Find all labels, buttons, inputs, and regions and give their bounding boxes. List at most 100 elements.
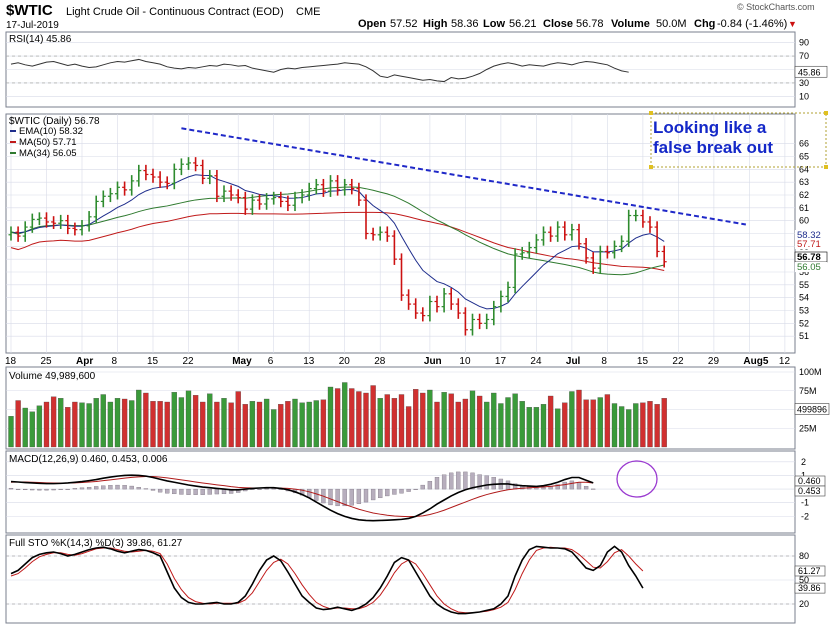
price-bar <box>143 164 149 181</box>
price-x-axis: 18 25 Apr 8 15 22 May 6 13 20 28 Jun 10 17 24 Jul 8 15 22 2… <box>5 356 790 367</box>
volume-bar <box>107 401 114 448</box>
volume-bar <box>263 398 270 448</box>
price-bar <box>349 178 355 195</box>
price-tick-label: 64 <box>799 164 809 174</box>
volume-bar <box>150 401 156 448</box>
price-bar <box>36 212 42 226</box>
price-bar <box>44 212 49 228</box>
price-tick-label: 52 <box>799 318 809 328</box>
volume-bar <box>626 409 632 448</box>
price-bar <box>647 216 653 233</box>
volume-bar <box>214 401 220 448</box>
volume-bar <box>633 403 639 448</box>
price-x-tick: 8 <box>112 356 118 367</box>
volume-tick-label: 25M <box>799 423 817 433</box>
price-bar <box>590 252 596 274</box>
price-x-tick: Apr <box>76 356 93 367</box>
price-tick-label: 60 <box>799 216 809 226</box>
volume-bar <box>569 391 575 448</box>
price-bar <box>498 290 504 313</box>
macd-histogram-bar <box>129 485 134 490</box>
price-bar <box>441 288 447 313</box>
volume-bar <box>207 393 213 448</box>
macd-histogram-bar <box>569 480 575 490</box>
macd-histogram-bar <box>363 488 369 503</box>
price-bar <box>164 176 170 190</box>
rsi-line <box>10 58 629 83</box>
sto-chart <box>10 545 644 615</box>
volume-current-box <box>794 403 830 415</box>
legend-entry: MA(50) 57.71 <box>19 137 77 148</box>
macd-value-label: 0.460 <box>798 476 821 486</box>
price-value-label: 56.78 <box>797 252 821 263</box>
macd-histogram-bar <box>583 486 589 490</box>
macd-histogram-bar <box>157 488 163 493</box>
volume-bar <box>377 398 383 448</box>
volume-bar <box>640 402 646 448</box>
price-bar <box>363 194 369 240</box>
sto-value-label: 61.27 <box>798 566 821 576</box>
volume-bar <box>476 395 483 448</box>
macd-histogram-bar <box>136 487 141 490</box>
price-bar <box>626 209 632 247</box>
price-bar <box>86 211 92 232</box>
macd-histogram-bar <box>108 485 113 490</box>
price-tick-label: 54 <box>799 293 809 303</box>
macd-histogram-bar <box>420 484 425 490</box>
macd-histogram-bar <box>37 488 42 491</box>
price-x-tick: Aug5 <box>743 356 768 367</box>
price-x-tick: 28 <box>374 356 386 367</box>
volume-bar <box>512 393 518 448</box>
volume-bar <box>29 411 35 448</box>
exchange: CME <box>296 6 320 18</box>
price-bar <box>377 226 383 241</box>
price-bar <box>448 288 454 310</box>
macd-histogram-bar <box>86 487 92 490</box>
macd-histogram-bar <box>356 488 362 504</box>
price-bar <box>8 226 14 241</box>
price-bar <box>512 248 518 294</box>
macd-histogram-bar <box>576 482 582 490</box>
volume-bar <box>604 394 611 448</box>
macd-histogram-bar <box>72 488 78 490</box>
price-x-tick: 13 <box>303 356 315 367</box>
rsi-current-box <box>794 65 828 78</box>
macd-histogram-bar <box>591 488 596 490</box>
volume-series-label: Volume 49,989,600 <box>9 371 96 382</box>
macd-histogram-bar <box>370 488 376 501</box>
macd-histogram-bar <box>441 474 447 490</box>
close-value: 56.78 <box>576 18 604 30</box>
volume-bar <box>555 408 561 448</box>
high-label: High <box>423 18 448 30</box>
macd-histogram-bar <box>186 488 191 495</box>
ma50-line <box>10 211 665 271</box>
price-x-tick: Jul <box>566 356 581 367</box>
price-bar <box>51 216 57 230</box>
macd-histogram-bar <box>23 488 28 491</box>
macd-histogram-bar <box>44 488 49 491</box>
macd-histogram-bar <box>172 488 177 495</box>
macd-value-box <box>794 485 826 497</box>
price-x-tick: 29 <box>708 356 720 367</box>
price-x-tick: 17 <box>495 356 507 367</box>
macd-histogram-bar <box>115 484 120 490</box>
watermark: © StockCharts.com <box>737 2 815 12</box>
macd-histogram-bar <box>264 488 269 490</box>
macd-histogram-bar <box>307 488 312 498</box>
price-x-tick: 15 <box>637 356 649 367</box>
volume-bar <box>420 392 426 448</box>
price-bar <box>434 295 440 313</box>
macd-histogram-bar <box>349 488 354 506</box>
volume-bar <box>100 394 106 448</box>
price-tick-label: 65 <box>799 152 809 162</box>
macd-tick-label: -1 <box>801 498 809 508</box>
macd-tick-label: 1 <box>801 470 806 480</box>
volume-bar <box>398 394 405 448</box>
price-bar <box>150 168 156 183</box>
price-bar <box>306 182 312 201</box>
price-bar <box>221 185 227 203</box>
macd-histogram-bar <box>463 471 468 490</box>
price-bar <box>406 289 412 310</box>
volume-bar <box>455 401 461 448</box>
volume-bar <box>86 403 92 448</box>
